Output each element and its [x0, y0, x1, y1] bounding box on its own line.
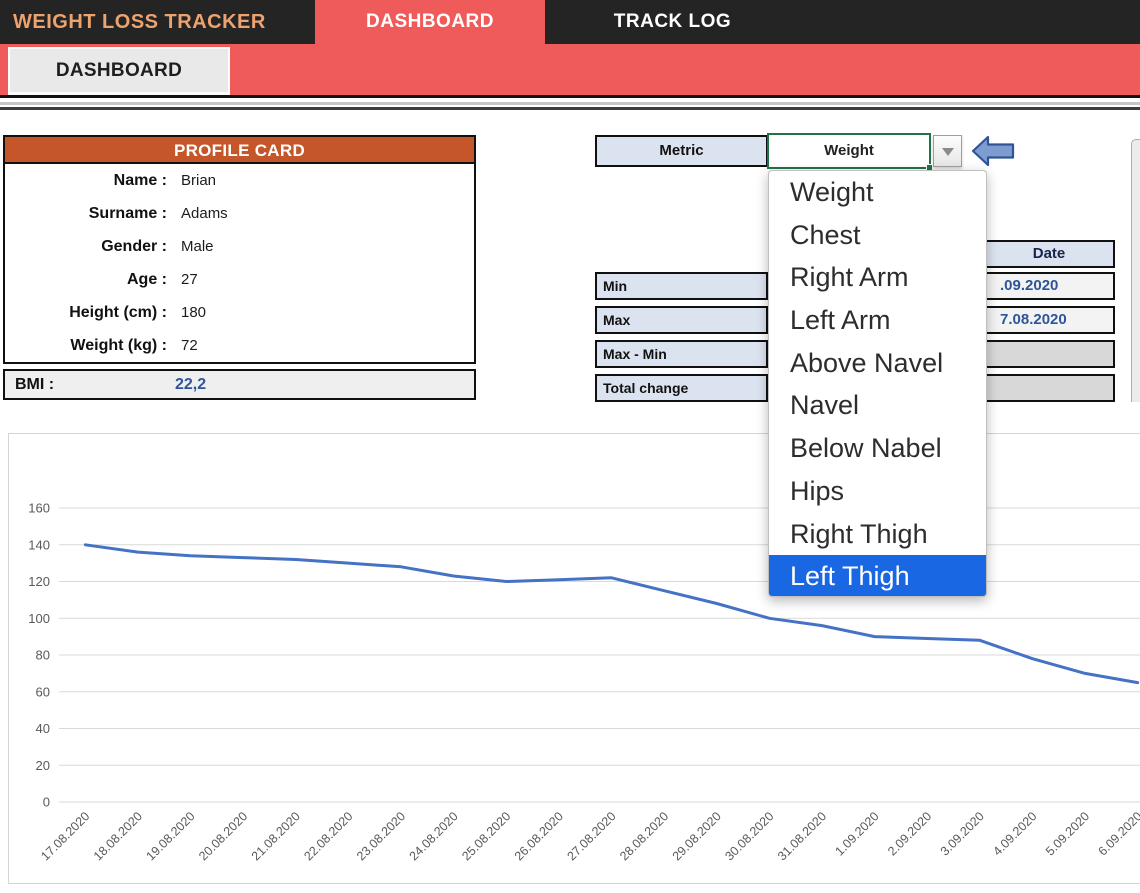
field-label-height: Height (cm) :: [69, 303, 167, 321]
x-axis-label: 29.08.2020: [670, 809, 724, 863]
metric-dropdown-panel: Weight Chest Right Arm Left Arm Above Navel N…: [768, 170, 987, 597]
dashboard-ribbon-button[interactable]: DASHBOARD: [8, 47, 230, 95]
y-tick-label: 100: [28, 611, 50, 626]
x-axis-label: 18.08.2020: [91, 809, 145, 863]
y-tick-label: 140: [28, 537, 50, 552]
profile-field-row: Gender : Male: [5, 230, 474, 263]
y-tick-label: 20: [36, 758, 50, 773]
stats-row-totalchange-label: Total change: [595, 374, 768, 402]
x-axis-label: 1.09.2020: [833, 809, 882, 858]
dropdown-option-left-arm[interactable]: Left Arm: [790, 305, 891, 336]
field-value-name: Brian: [181, 172, 217, 189]
x-axis-label: 23.08.2020: [354, 809, 408, 863]
x-axis-label: 30.08.2020: [722, 809, 776, 863]
field-value-age: 27: [181, 271, 198, 288]
toolbar-separator: [0, 95, 1140, 110]
title-bar: WEIGHT LOSS TRACKER DASHBOARD TRACK LOG: [0, 0, 1140, 44]
dropdown-option-below-nabel[interactable]: Below Nabel: [790, 433, 942, 464]
x-axis-label: 2.09.2020: [885, 809, 934, 858]
cutoff-panel-edge: [1131, 139, 1140, 402]
field-value-surname: Adams: [181, 205, 228, 222]
stats-row-max-label: Max: [595, 306, 768, 334]
x-axis-label: 22.08.2020: [301, 809, 355, 863]
y-tick-label: 80: [36, 648, 50, 663]
y-tick-label: 40: [36, 721, 50, 736]
profile-card-title: PROFILE CARD: [5, 137, 474, 164]
profile-field-row: Weight (kg) : 72: [5, 329, 474, 362]
x-axis-label: 17.08.2020: [38, 809, 92, 863]
field-label-weight: Weight (kg) :: [70, 336, 167, 354]
stats-row-maxmin-date: [983, 340, 1115, 368]
dropdown-option-hips[interactable]: Hips: [790, 475, 845, 506]
dropdown-option-right-thigh[interactable]: Right Thigh: [790, 518, 928, 549]
x-axis-label: 19.08.2020: [144, 809, 198, 863]
dropdown-toggle-button[interactable]: [933, 135, 962, 167]
chevron-down-icon: [941, 148, 954, 156]
left-block-arrow-icon: [971, 135, 1015, 167]
dropdown-option-navel[interactable]: Navel: [790, 390, 860, 421]
y-tick-label: 160: [28, 501, 50, 516]
x-axis-label: 26.08.2020: [512, 809, 566, 863]
x-axis-label: 21.08.2020: [249, 809, 303, 863]
y-tick-label: 60: [36, 684, 50, 699]
field-label-gender: Gender :: [101, 237, 167, 255]
y-tick-label: 0: [43, 795, 50, 810]
stats-row-max-date: 7.08.2020: [983, 306, 1115, 334]
y-tick-label: 120: [28, 574, 50, 589]
profile-field-row: Name : Brian: [5, 164, 474, 197]
profile-field-row: Age : 27: [5, 263, 474, 296]
bmi-value: 22,2: [175, 375, 207, 393]
dropdown-option-above-navel[interactable]: Above Navel: [790, 347, 944, 378]
field-label-surname: Surname :: [88, 204, 167, 222]
field-label-age: Age :: [127, 270, 167, 288]
x-axis-label: 4.09.2020: [990, 809, 1039, 858]
dropdown-option-chest[interactable]: Chest: [790, 219, 861, 250]
field-value-weight: 72: [181, 337, 198, 354]
dropdown-option-left-thigh[interactable]: Left Thigh: [769, 555, 986, 596]
stats-row-maxmin-label: Max - Min: [595, 340, 768, 368]
bmi-label: BMI :: [15, 375, 55, 393]
x-axis-label: 24.08.2020: [407, 809, 461, 863]
dropdown-option-weight[interactable]: Weight: [790, 177, 874, 207]
bmi-row: BMI : 22,2: [3, 369, 476, 400]
metric-selected-cell[interactable]: Weight: [767, 133, 933, 171]
tab-track-log[interactable]: TRACK LOG: [613, 11, 732, 32]
app-title: WEIGHT LOSS TRACKER: [13, 11, 266, 33]
field-value-gender: Male: [181, 238, 214, 255]
date-column-header: Date: [983, 240, 1115, 268]
x-axis-label: 5.09.2020: [1043, 809, 1092, 858]
stats-row-totalchange-date: [983, 374, 1115, 402]
x-axis-label: 20.08.2020: [196, 809, 250, 863]
profile-field-row: Surname : Adams: [5, 197, 474, 230]
metric-selected-value: Weight: [824, 142, 874, 159]
x-axis-label: 31.08.2020: [775, 809, 829, 863]
x-axis-label: 28.08.2020: [617, 809, 671, 863]
field-value-height: 180: [181, 304, 207, 321]
x-axis-label: 6.09.2020: [1096, 809, 1140, 858]
x-axis-label: 27.08.2020: [564, 809, 618, 863]
tab-dashboard[interactable]: DASHBOARD: [315, 0, 545, 44]
profile-card: PROFILE CARD Name : Brian Surname : Adam…: [3, 135, 476, 364]
profile-field-row: Height (cm) : 180: [5, 296, 474, 329]
stats-row-min-label: Min: [595, 272, 768, 300]
weight-series-line: [83, 543, 1140, 685]
dropdown-option-right-arm[interactable]: Right Arm: [790, 262, 909, 293]
field-label-name: Name :: [113, 171, 167, 189]
x-axis-label: 25.08.2020: [459, 809, 513, 863]
ribbon: DASHBOARD: [0, 44, 1140, 95]
metric-header-cell: Metric: [595, 135, 768, 167]
stats-row-min-date: .09.2020: [983, 272, 1115, 300]
weight-line-chart: 0 20 40 60 80 100 120 140 160 17.08.202018.08.202…: [28, 501, 1140, 863]
x-axis-label: 3.09.2020: [938, 809, 987, 858]
